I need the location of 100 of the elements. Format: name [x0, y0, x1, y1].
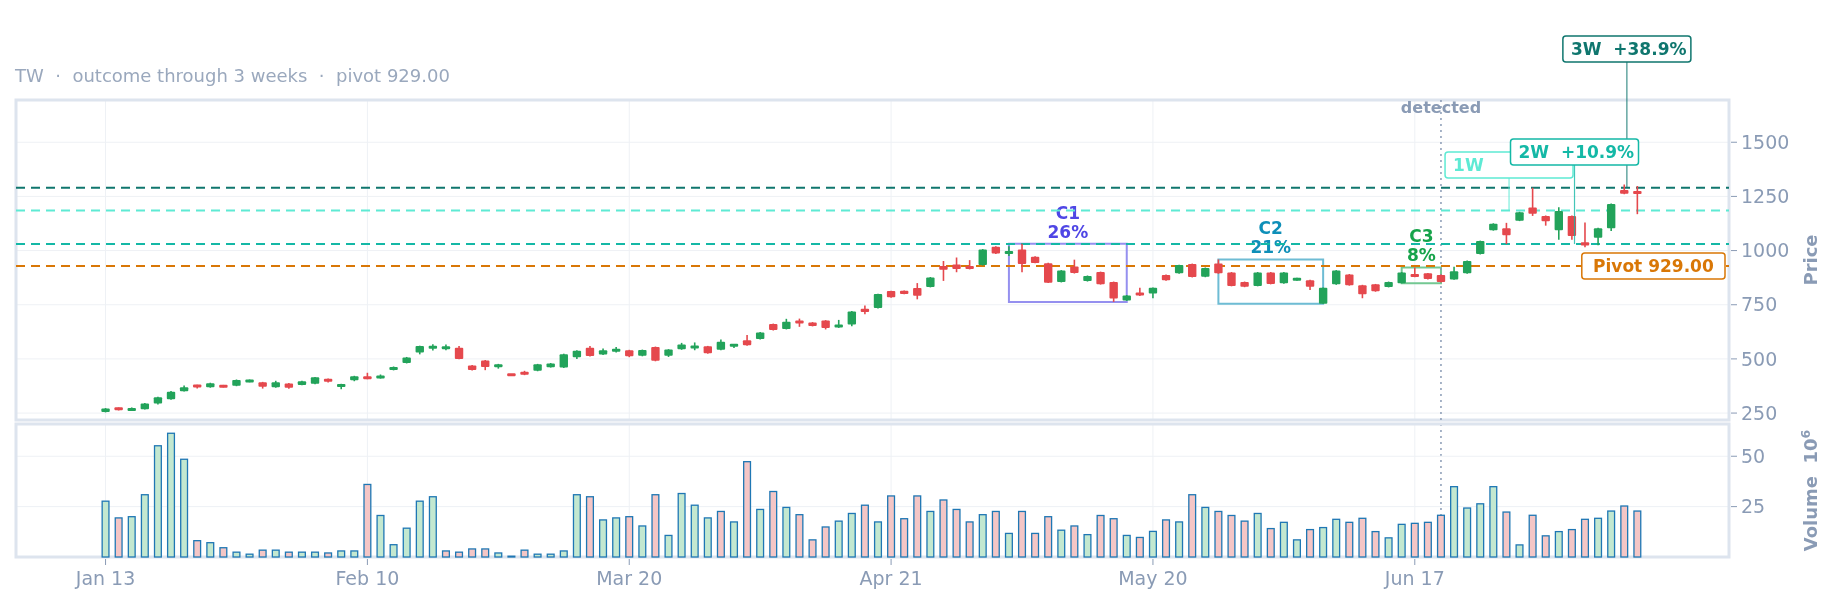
bar — [1515, 544, 1524, 558]
bar — [1214, 510, 1223, 558]
bar — [585, 496, 595, 558]
x-tick-label: Jan 13 — [74, 567, 136, 589]
bar — [271, 549, 280, 558]
bar — [428, 496, 437, 558]
bar — [952, 508, 961, 558]
y-tick-label: 50 — [1741, 444, 1766, 467]
bar — [572, 494, 581, 558]
candlestick — [1017, 242, 1027, 274]
y-tick-label: 750 — [1741, 293, 1778, 316]
bar — [193, 540, 202, 558]
bar — [926, 510, 935, 558]
candlestick — [1502, 222, 1511, 245]
bar — [599, 519, 608, 558]
bar — [350, 550, 359, 558]
bar — [1031, 532, 1040, 558]
bar — [1528, 514, 1537, 558]
bar — [1436, 514, 1446, 558]
bar — [1502, 511, 1511, 558]
y-tick-label: 1250 — [1741, 185, 1790, 208]
ref-line-label: Pivot 929.00 — [1593, 255, 1714, 276]
bar — [1554, 530, 1563, 558]
bar — [114, 517, 123, 558]
bar — [441, 550, 450, 558]
bar — [1227, 514, 1236, 558]
bar — [1161, 519, 1171, 558]
bar — [1594, 517, 1603, 558]
bar — [1580, 518, 1590, 558]
bar — [1567, 528, 1576, 558]
bar — [1057, 529, 1066, 558]
y-tick-label: 500 — [1741, 347, 1778, 370]
bar — [1463, 507, 1472, 558]
bar — [873, 521, 883, 558]
bar — [415, 500, 424, 558]
x-tick-label: Apr 21 — [859, 567, 923, 589]
bar — [140, 494, 149, 558]
bar — [651, 494, 660, 558]
bar — [625, 516, 634, 558]
bar — [1201, 506, 1210, 558]
y-tick-label: 1000 — [1741, 239, 1790, 262]
bar — [1004, 532, 1013, 558]
ref-line-label: 1W — [1453, 155, 1484, 175]
bar — [1306, 528, 1315, 558]
bar — [795, 514, 804, 558]
y-tick-label: 250 — [1741, 401, 1778, 424]
bar — [297, 551, 306, 558]
bar — [677, 492, 686, 558]
bar — [310, 551, 320, 558]
bar — [389, 544, 398, 558]
bar — [769, 490, 778, 558]
bar — [1384, 537, 1393, 558]
candlestick — [1633, 185, 1642, 215]
bar — [1633, 510, 1642, 558]
bar — [258, 549, 267, 558]
bar — [1148, 530, 1157, 558]
bar — [1135, 536, 1144, 558]
bar — [638, 525, 647, 558]
x-tick-label: May 20 — [1118, 567, 1188, 589]
ref-line-label: 3W +38.9% — [1570, 39, 1687, 59]
annotation: C3 8% — [1406, 226, 1436, 266]
bar — [716, 510, 725, 558]
bar — [1017, 510, 1027, 558]
bar — [101, 500, 110, 558]
bar — [1083, 533, 1092, 558]
x-tick-label: Mar 20 — [596, 567, 663, 589]
bar — [1070, 525, 1079, 558]
annotation: C1 26% — [1047, 202, 1089, 242]
bar — [612, 517, 621, 558]
ref-line-label: 2W +10.9% — [1518, 142, 1635, 162]
bar — [664, 534, 673, 558]
bar — [1279, 521, 1288, 558]
bar — [1292, 539, 1301, 558]
bar — [402, 527, 411, 558]
bar — [1410, 522, 1419, 558]
bar — [756, 508, 765, 558]
bar — [913, 495, 922, 558]
bar — [206, 542, 215, 558]
annotation: detected — [1400, 98, 1482, 117]
bar — [376, 514, 385, 558]
bar — [703, 517, 712, 558]
bar — [729, 521, 739, 558]
bar — [834, 520, 843, 558]
bar — [337, 550, 346, 558]
bar — [454, 551, 464, 558]
bar — [847, 512, 856, 558]
bar — [821, 526, 830, 558]
bar — [1109, 518, 1118, 558]
bar — [1476, 503, 1485, 558]
bar — [533, 553, 542, 558]
bar — [808, 539, 817, 558]
x-tick-label: Jun 17 — [1383, 567, 1445, 589]
chart-subtitle: TW · outcome through 3 weeks · pivot 929.00 — [14, 65, 450, 86]
bar — [939, 499, 948, 558]
bar — [219, 547, 228, 558]
bar — [1240, 520, 1249, 558]
bar — [1175, 521, 1184, 558]
bar — [978, 514, 987, 558]
y-tick-label: 1500 — [1741, 130, 1790, 153]
candlestick — [1528, 186, 1537, 217]
